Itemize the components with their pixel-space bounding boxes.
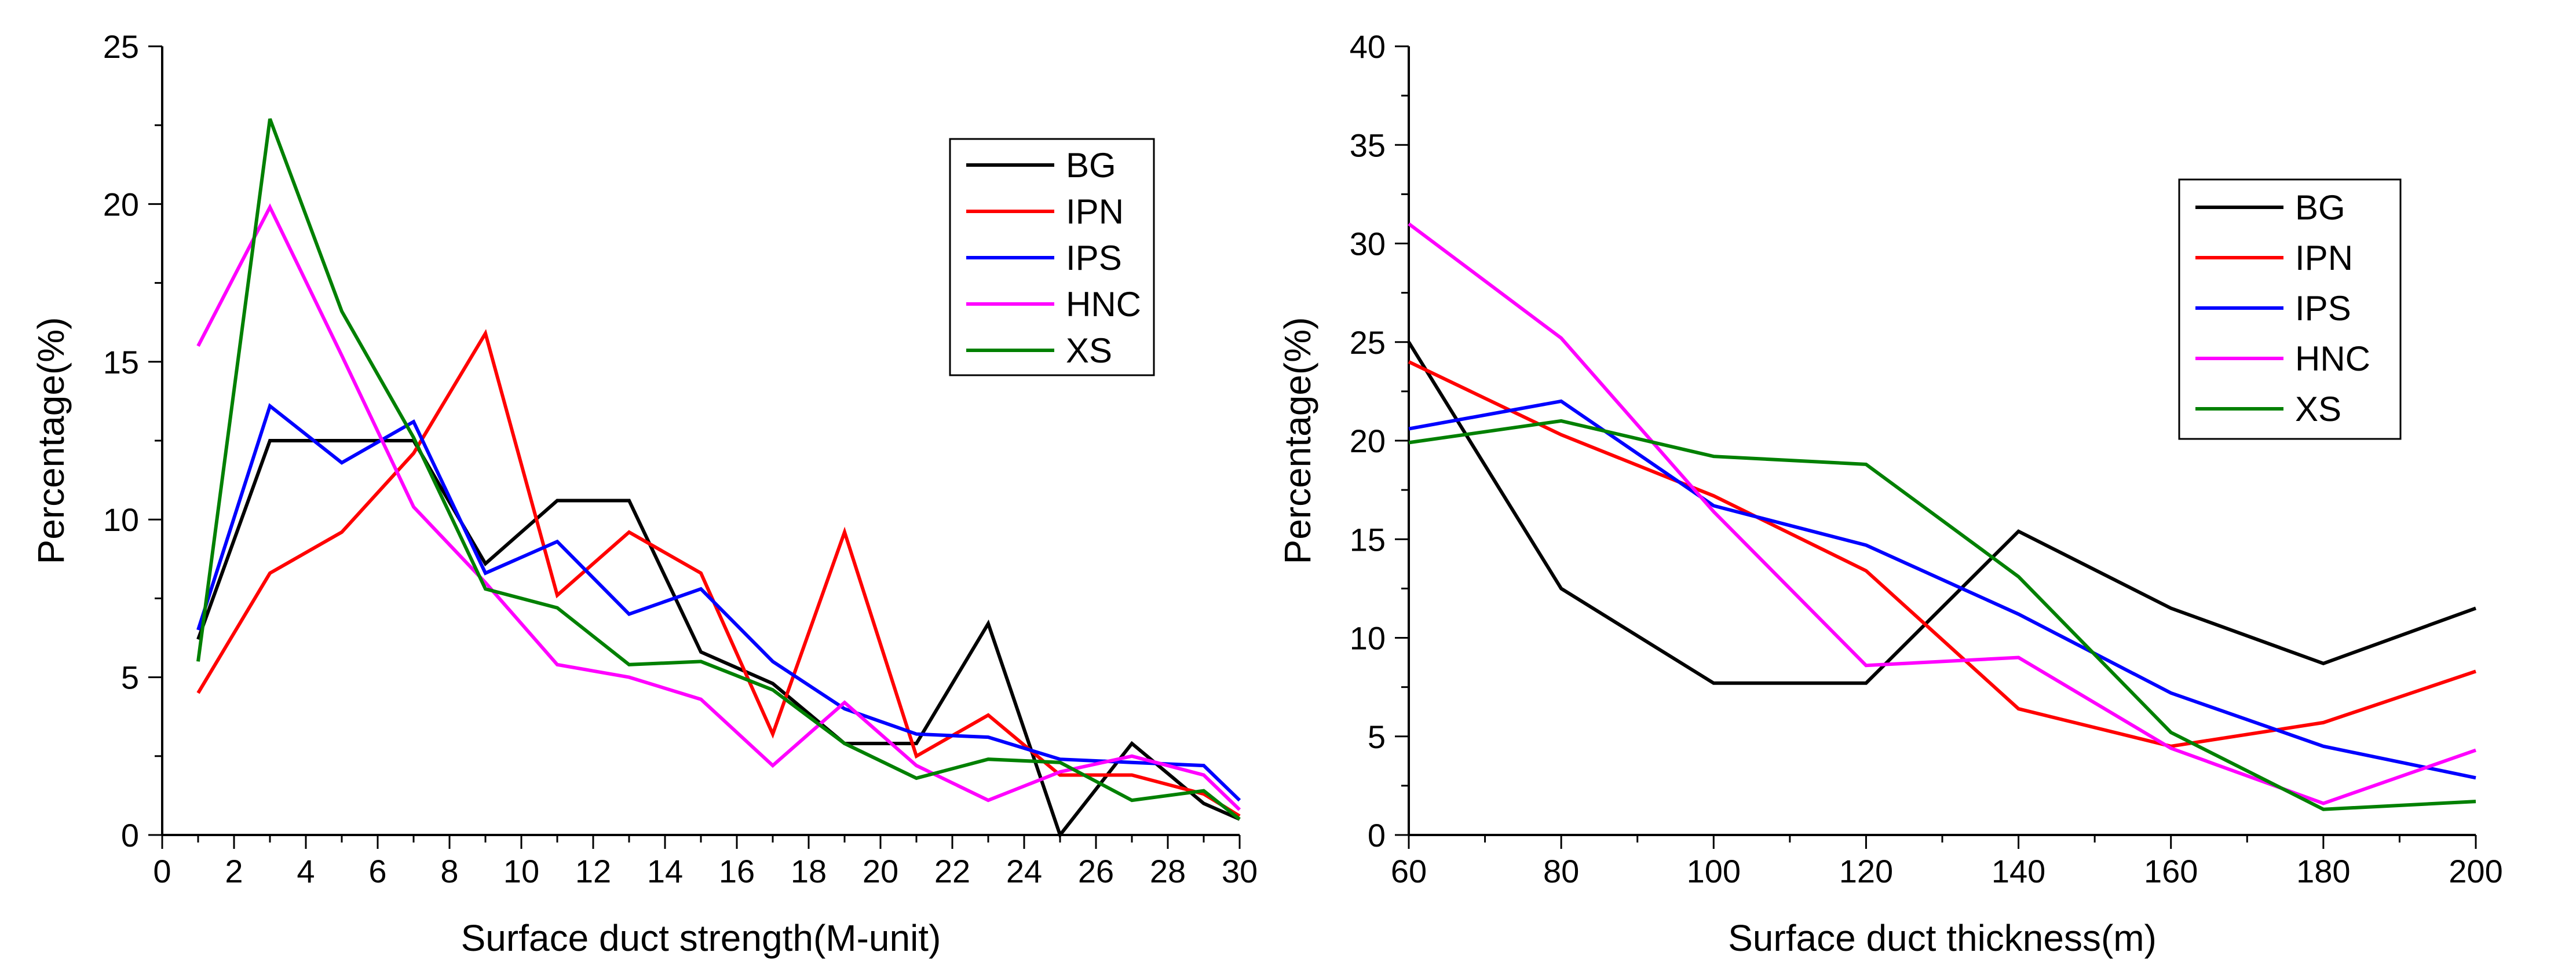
- x-tick-label: 100: [1687, 853, 1741, 889]
- legend-label-hnc: HNC: [2295, 339, 2370, 378]
- y-tick-label: 30: [1350, 226, 1386, 262]
- series-line-xs: [1408, 419, 2476, 811]
- x-tick-label: 6: [368, 853, 386, 889]
- x-tick-label: 14: [647, 853, 683, 889]
- y-tick-label: 25: [1350, 324, 1386, 361]
- legend-label-ips: IPS: [1066, 239, 1122, 277]
- chart-2: 60 80 100 120 140 160 180 200 0 5 10 15 20 25 30 35 40 Su…: [1277, 28, 2503, 959]
- x-axis-label: Surface duct strength(M-unit): [461, 917, 941, 959]
- y-tick-label: 25: [103, 28, 139, 65]
- x-tick-label: 30: [1222, 853, 1258, 889]
- chart-1: 0 2 4 6 8 10 12 14 16 18 20 22 24 26 28 300510152025Sur…: [30, 28, 1258, 959]
- x-tick-label: 24: [1006, 853, 1042, 889]
- x-tick-label: 16: [719, 853, 755, 889]
- x-axis-label: Surface duct thickness(m): [1728, 917, 2157, 959]
- series-line-xs: [196, 118, 1241, 821]
- x-tick-label: 26: [1078, 853, 1114, 889]
- y-tick-label: 15: [1350, 521, 1386, 558]
- y-tick-label: 40: [1350, 28, 1386, 65]
- x-tick-label: 2: [225, 853, 243, 889]
- y-tick-label: 10: [103, 501, 139, 538]
- x-tick-label: 80: [1543, 853, 1579, 889]
- x-tick-label: 12: [575, 853, 611, 889]
- y-axis-label: Percentage(%): [1277, 317, 1318, 565]
- x-tick-label: 200: [2449, 853, 2502, 889]
- x-tick-label: 20: [863, 853, 898, 889]
- y-tick-label: 5: [1368, 719, 1386, 755]
- x-tick-label: 120: [1839, 853, 1893, 889]
- x-tick-label: 10: [503, 853, 539, 889]
- series-line-ipn: [196, 329, 1241, 818]
- series-line-ips: [196, 403, 1241, 802]
- legend-label-xs: XS: [1066, 331, 1112, 370]
- series-line-ips: [1408, 399, 2476, 780]
- legend-label-hnc: HNC: [1066, 285, 1141, 324]
- series-line-ipn: [1408, 360, 2476, 748]
- series-line-hnc: [1408, 222, 2476, 805]
- legend-label-bg: BG: [2295, 188, 2345, 227]
- legend-label-ipn: IPN: [1066, 192, 1124, 231]
- legend-label-ips: IPS: [2295, 289, 2351, 328]
- y-axis-label: Percentage(%): [30, 317, 72, 565]
- legend: BG IPN IPS HNC XS: [949, 138, 1155, 376]
- y-tick-label: 35: [1350, 127, 1386, 163]
- y-tick-label: 0: [121, 817, 139, 854]
- x-tick-label: 22: [934, 853, 970, 889]
- y-tick-label: 20: [1350, 423, 1386, 459]
- x-tick-label: 160: [2144, 853, 2198, 889]
- y-tick-label: 10: [1350, 620, 1386, 657]
- x-tick-label: 140: [1992, 853, 2045, 889]
- x-tick-label: 0: [153, 853, 171, 889]
- legend-label-ipn: IPN: [2295, 239, 2353, 277]
- x-tick-label: 28: [1150, 853, 1186, 889]
- series-line-bg: [1407, 341, 2477, 685]
- legend-label-bg: BG: [1066, 146, 1116, 185]
- x-tick-label: 8: [440, 853, 458, 889]
- legend-label-xs: XS: [2295, 390, 2341, 428]
- x-tick-label: 60: [1391, 853, 1427, 889]
- series-line-hnc: [196, 203, 1241, 811]
- legend: BG IPN IPS HNC XS: [2178, 178, 2402, 440]
- y-tick-label: 5: [121, 660, 139, 696]
- y-tick-label: 0: [1368, 817, 1386, 854]
- x-tick-label: 18: [791, 853, 827, 889]
- y-tick-label: 15: [103, 344, 139, 380]
- x-tick-label: 4: [297, 853, 315, 889]
- x-tick-label: 180: [2296, 853, 2350, 889]
- y-tick-label: 20: [103, 186, 139, 222]
